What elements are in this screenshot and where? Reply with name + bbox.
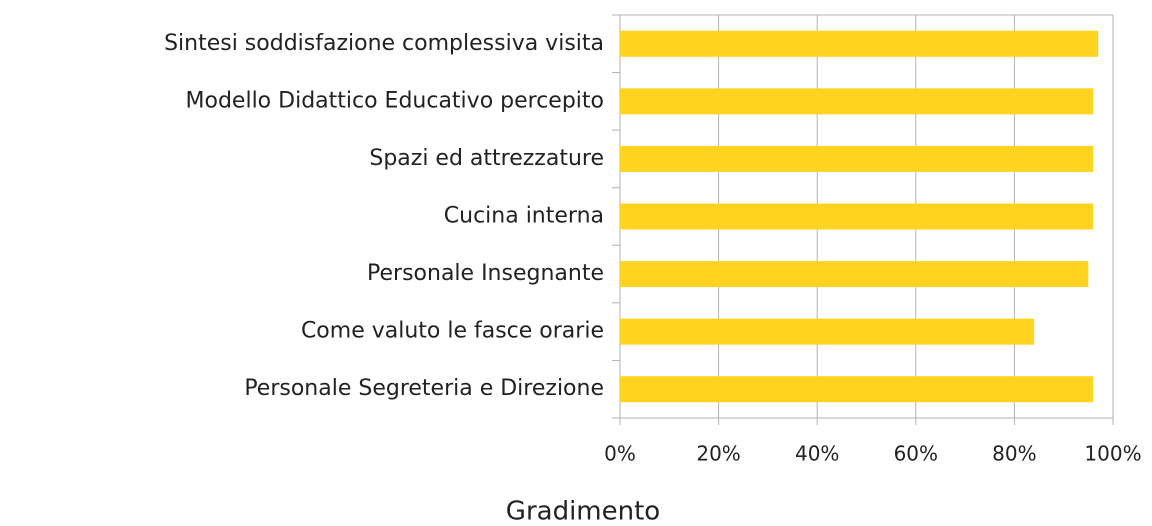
x-tick-label: 100% xyxy=(1084,442,1141,466)
bar xyxy=(620,145,1094,172)
bar xyxy=(620,88,1094,115)
y-tick-label: Personale Insegnante xyxy=(367,261,604,286)
y-tick-label: Spazi ed attrezzature xyxy=(369,146,604,171)
bar xyxy=(620,376,1094,403)
bar xyxy=(620,203,1094,230)
x-tick-label: 20% xyxy=(696,442,740,466)
x-tick-label: 0% xyxy=(604,442,636,466)
x-tick-label: 80% xyxy=(992,442,1036,466)
y-tick-label: Personale Segreteria e Direzione xyxy=(244,376,604,401)
x-axis-title: Gradimento xyxy=(506,497,660,526)
bar xyxy=(620,318,1035,345)
y-tick-label: Sintesi soddisfazione complessiva visita xyxy=(164,31,604,56)
x-tick-label: 60% xyxy=(894,442,938,466)
bar xyxy=(620,30,1099,57)
y-tick-label: Come valuto le fasce orarie xyxy=(301,319,604,344)
y-tick-label: Cucina interna xyxy=(444,204,604,229)
y-tick-label: Modello Didattico Educativo percepito xyxy=(186,88,604,113)
bar xyxy=(620,261,1089,288)
x-tick-label: 40% xyxy=(795,442,839,466)
